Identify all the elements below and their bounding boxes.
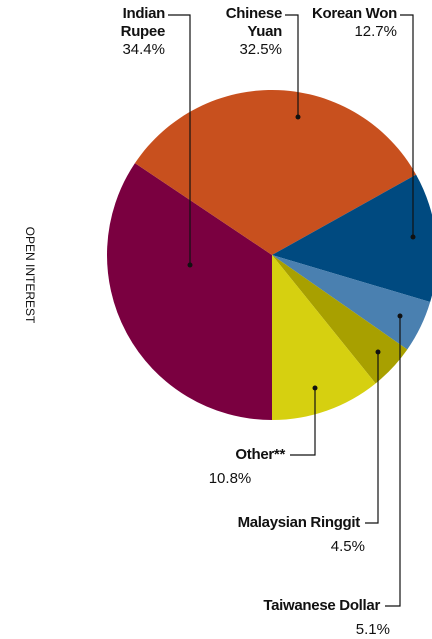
value-label: 12.7% [354, 23, 397, 40]
category-label: Indian Rupee [120, 5, 166, 40]
leader-line [290, 388, 316, 456]
leader-dot [187, 262, 193, 268]
slice-label: Chinese Yuan 32.5% [200, 5, 283, 59]
pie-slice [272, 174, 432, 303]
leader-dot [410, 234, 416, 240]
category-label: Taiwanese Dollar [263, 597, 380, 614]
slice-label: Indian Rupee 34.4% [90, 5, 166, 59]
leader-dot [375, 349, 381, 355]
category-label: Other** [235, 446, 285, 463]
slice-label: Korean Won 12.7% [310, 5, 397, 41]
pie-slice [134, 90, 417, 255]
leader-line [385, 316, 401, 607]
category-label: Chinese Yuan [225, 5, 283, 40]
leader-line [400, 14, 414, 237]
pie-slice [272, 255, 408, 384]
leader-dot [295, 114, 301, 120]
value-label: 34.4% [122, 41, 165, 58]
leader-dot [397, 313, 403, 319]
slice-label: Taiwanese Dollar 5.1% [200, 597, 390, 639]
leader-dot [312, 385, 318, 391]
value-label: 4.5% [330, 538, 365, 555]
pie-slice [272, 255, 376, 420]
leader-line [285, 14, 299, 117]
slice-label: Malaysian Ringgit 4.5% [180, 514, 365, 556]
pie-slice [107, 163, 272, 420]
axis-label: OPEN INTEREST [23, 226, 37, 324]
category-label: Malaysian Ringgit [237, 514, 361, 531]
value-label: 10.8% [208, 470, 252, 487]
leader-line [168, 14, 191, 265]
pie-slice [272, 255, 431, 350]
leader-line [365, 352, 379, 524]
value-label: 32.5% [239, 41, 282, 58]
value-label: 5.1% [355, 621, 390, 638]
category-label: Korean Won [311, 5, 397, 22]
slice-label: Other** 10.8% [200, 446, 286, 488]
